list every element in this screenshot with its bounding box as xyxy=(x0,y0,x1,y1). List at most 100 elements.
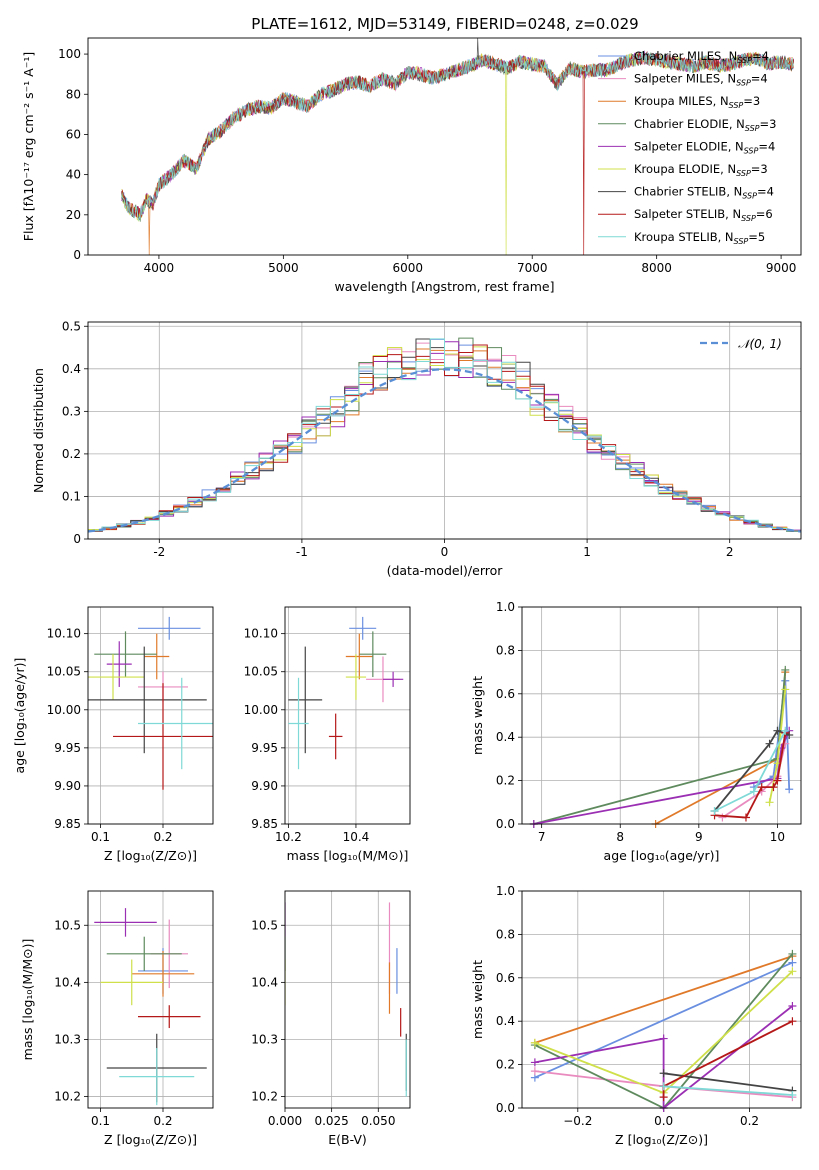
plot-area xyxy=(121,38,794,255)
errorbar-chabrier-stelib xyxy=(288,646,323,754)
weight-point-salpeter-elodie xyxy=(530,1058,539,1067)
weight-point-salpeter-stelib xyxy=(769,783,778,792)
y-tick-label: 0.0 xyxy=(496,817,515,831)
weight-point-chabrier-stelib xyxy=(659,1069,668,1078)
legend-label-chabrier-elodie: Chabrier ELODIE, NSSP=3 xyxy=(634,117,776,133)
y-tick-label: 9.95 xyxy=(54,741,81,755)
y-tick-label: 9.90 xyxy=(251,779,278,793)
y-tick-label: 10.3 xyxy=(251,1032,278,1046)
weight-point-salpeter-miles xyxy=(718,813,727,822)
y-tick-label: 10.05 xyxy=(244,665,278,679)
y-tick-label: 0.5 xyxy=(62,319,81,333)
errorbar-chabrier-stelib xyxy=(88,646,207,754)
x-axis-label: mass [log₁₀(M/M⊙)] xyxy=(287,848,409,863)
errorbar-kroupa-elodie xyxy=(345,654,367,700)
x-tick-label: 6000 xyxy=(393,261,424,275)
y-tick-label: 0 xyxy=(73,532,81,546)
y-tick-label: 0.3 xyxy=(62,404,81,418)
y-tick-label: 80 xyxy=(66,87,81,101)
errorbar-kroupa-elodie xyxy=(88,654,145,700)
legend-label-salpeter-miles: Salpeter MILES, NSSP=4 xyxy=(634,72,768,88)
x-axis-label: age [log₁₀(age/yr)] xyxy=(604,848,720,863)
axes-frame xyxy=(284,606,411,825)
x-tick-label: 7 xyxy=(538,830,546,844)
x-tick-label: 0.000 xyxy=(268,1114,302,1128)
errorbar-kroupa-elodie xyxy=(100,959,163,1006)
y-axis-label: Flux [fλ10⁻¹⁷ erg cm⁻² s⁻¹ A⁻¹] xyxy=(21,52,36,241)
y-tick-label: 0.6 xyxy=(496,687,515,701)
y-tick-label: 1.0 xyxy=(496,884,515,898)
x-tick-label: −0.2 xyxy=(563,1114,592,1128)
weight-point-chabrier-stelib xyxy=(765,739,774,748)
weight-point-salpeter-miles xyxy=(530,1067,539,1076)
x-tick-label: -2 xyxy=(153,545,165,559)
weight-point-salpeter-elodie xyxy=(788,1002,797,1011)
errorbar-chabrier-miles xyxy=(349,616,377,640)
y-tick-label: 0.1 xyxy=(62,489,81,503)
weight-point-salpeter-stelib xyxy=(741,813,750,822)
plot-area xyxy=(288,616,404,770)
y-tick-label: 10.00 xyxy=(244,703,278,717)
weight-point-chabrier-elodie xyxy=(788,949,797,958)
axes-frame xyxy=(87,37,802,256)
y-tick-label: 10.10 xyxy=(244,627,278,641)
errorbar-chabrier-elodie xyxy=(106,936,182,971)
panel-mass-vs-z: 0.1 0.2 10.2 10.3 10.4 10.5 Z [log₁₀(Z/Z⊙)] mas… xyxy=(20,890,214,1147)
errorbar-chabrier-elodie xyxy=(94,631,157,678)
legend-label-normal: 𝒩(0, 1) xyxy=(738,337,782,351)
errorbar-salpeter-elodie xyxy=(94,908,157,937)
weight-point-kroupa-stelib xyxy=(781,726,790,735)
legend-label-kroupa-miles: Kroupa MILES, NSSP=3 xyxy=(634,94,760,110)
x-axis-label: E(B-V) xyxy=(328,1132,367,1147)
y-tick-label: 10.2 xyxy=(251,1090,278,1104)
y-tick-label: 0.6 xyxy=(496,971,515,985)
x-tick-label: 0.1 xyxy=(91,830,110,844)
axes-frame xyxy=(521,890,802,1109)
weight-point-kroupa-elodie xyxy=(788,967,797,976)
legend-label-kroupa-elodie: Kroupa ELODIE, NSSP=3 xyxy=(634,162,768,178)
weight-line-salpeter-stelib xyxy=(714,732,787,819)
x-tick-label: 0.050 xyxy=(361,1114,395,1128)
y-tick-label: 0.8 xyxy=(496,643,515,657)
x-tick-label: 10.4 xyxy=(343,830,370,844)
x-tick-label: 0.2 xyxy=(740,1114,759,1128)
x-axis-label: wavelength [Angstrom, rest frame] xyxy=(334,279,554,294)
plot-area xyxy=(285,902,407,1097)
x-tick-label: 10.2 xyxy=(275,830,302,844)
panel-mass-weight-vs-age: 7 8 9 10 0.0 0.2 0.4 0.6 0.8 1.0 age [log₁₀(age/yr… xyxy=(470,600,802,863)
y-tick-label: 20 xyxy=(66,208,81,222)
legend: 𝒩(0, 1) xyxy=(700,337,782,351)
panel-age-vs-z: 0.1 0.2 9.85 9.90 9.95 10.00 10.05 10.10 Z [log₁… xyxy=(12,606,214,863)
x-tick-label: 0.0 xyxy=(654,1114,673,1128)
axes-frame xyxy=(521,606,802,825)
errorbar-salpeter-elodie xyxy=(382,671,404,687)
panel-mass-vs-ebv: 0.000 0.025 0.050 10.2 10.3 10.4 10.5 E(B-V) xyxy=(251,890,411,1147)
x-tick-label: 5000 xyxy=(268,261,299,275)
spectrum-line-kroupa-stelib xyxy=(121,51,794,221)
weight-point-chabrier-elodie xyxy=(781,665,790,674)
x-tick-label: 9000 xyxy=(766,261,797,275)
legend: Chabrier MILES, NSSP=4 Salpeter MILES, NS… xyxy=(598,49,776,246)
x-tick-label: 7000 xyxy=(517,261,548,275)
weight-point-salpeter-stelib xyxy=(788,1017,797,1026)
x-tick-label: 1 xyxy=(583,545,591,559)
errorbar-kroupa-miles xyxy=(144,633,170,680)
x-tick-label: 10 xyxy=(770,830,785,844)
axes-frame xyxy=(284,890,411,1109)
errorbar-kroupa-stelib xyxy=(288,677,309,770)
x-tick-label: 4000 xyxy=(144,261,175,275)
weight-point-kroupa-stelib xyxy=(659,1082,668,1091)
weight-line-chabrier-miles xyxy=(534,961,793,1079)
y-axis-label: Normed distribution xyxy=(31,368,46,493)
y-tick-label: 9.85 xyxy=(251,817,278,831)
plot-area xyxy=(88,616,213,790)
y-tick-label: 0.2 xyxy=(62,447,81,461)
x-tick-label: -1 xyxy=(296,545,308,559)
plot-area xyxy=(94,908,207,1106)
weight-point-chabrier-stelib xyxy=(773,726,782,735)
axes-frame xyxy=(87,321,802,540)
y-tick-label: 10.5 xyxy=(54,918,81,932)
weight-point-salpeter-stelib xyxy=(757,783,766,792)
panel-residuals: -2 -1 0 1 2 0 0.1 0.2 0.3 0.4 0.5 (data-model)/erro… xyxy=(31,319,802,578)
plot-area xyxy=(88,337,801,534)
